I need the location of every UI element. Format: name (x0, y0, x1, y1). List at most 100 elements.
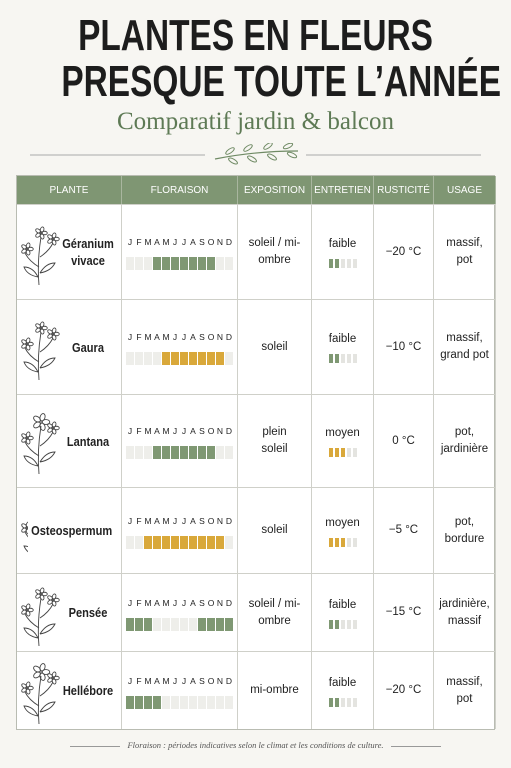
level-segment (352, 259, 357, 268)
maintenance: faible (328, 676, 357, 689)
empty-month (126, 257, 134, 270)
bloom-month (135, 617, 143, 631)
empty-month (225, 257, 233, 270)
empty-month (207, 695, 215, 709)
plant-name: Lantana (66, 433, 110, 449)
month-label: J (181, 515, 187, 526)
bloom-month (207, 446, 215, 459)
month-label: A (190, 597, 196, 608)
hardiness: 0 °C (374, 394, 434, 487)
month-label: D (225, 597, 233, 608)
month-label: O (207, 675, 215, 686)
level-segment (328, 697, 333, 707)
column-header: PLANTE (17, 176, 122, 204)
maintenance-level (328, 259, 357, 268)
maintenance: faible (328, 333, 357, 345)
plant-name: Gaura (72, 339, 104, 355)
empty-month (216, 446, 224, 459)
plant-name: Géranium vivace (62, 236, 114, 268)
month-label: M (144, 332, 152, 342)
level-segment (352, 354, 357, 363)
month-label: D (225, 332, 233, 342)
level-segment (346, 619, 351, 629)
level-segment (328, 619, 333, 629)
bloom-month (162, 352, 170, 365)
month-label: J (181, 675, 187, 686)
level-segment (334, 619, 339, 629)
month-label: J (181, 426, 187, 436)
bloom-month (189, 535, 197, 549)
month-label: M (144, 675, 152, 686)
empty-month (135, 257, 143, 270)
month-label: S (199, 597, 205, 608)
level-segment (328, 354, 333, 363)
level-segment (340, 448, 345, 457)
bloom-bar (126, 257, 233, 270)
exposure: mi-ombre (238, 651, 312, 729)
empty-month (153, 352, 161, 365)
bloom-month (144, 617, 152, 631)
level-segment (340, 619, 345, 629)
level-segment (346, 259, 351, 268)
exposure: plein soleil (238, 394, 312, 487)
bloom-month (162, 446, 170, 459)
month-label: A (190, 515, 196, 526)
maintenance: moyen (325, 427, 360, 439)
usage: massif, pot (434, 204, 496, 299)
month-label: A (190, 237, 196, 247)
month-label: J (181, 332, 187, 342)
plant-cell: Hellébore (17, 651, 122, 729)
level-segment (334, 354, 339, 363)
month-label: O (207, 237, 215, 247)
empty-month (171, 695, 179, 709)
empty-month (216, 695, 224, 709)
bloom-month (189, 352, 197, 365)
month-label: J (127, 332, 133, 342)
level-segment (346, 537, 351, 547)
month-label: J (172, 675, 178, 686)
bloom-month (144, 535, 152, 549)
usage: pot, bordure (434, 487, 496, 573)
plant-illustration (21, 662, 60, 724)
month-label: J (127, 675, 133, 686)
empty-month (189, 617, 197, 631)
empty-month (162, 695, 170, 709)
empty-month (144, 446, 152, 459)
bloom-month (198, 352, 206, 365)
empty-month (162, 617, 170, 631)
month-label: F (136, 515, 142, 526)
month-label: A (154, 515, 160, 526)
bloom-month (207, 617, 215, 631)
bloom-month (198, 617, 206, 631)
month-label: N (216, 332, 224, 342)
month-label: A (154, 237, 160, 247)
bloom-month (171, 257, 179, 270)
bloom-month (171, 446, 179, 459)
empty-month (225, 695, 233, 709)
empty-month (144, 352, 152, 365)
level-segment (334, 537, 339, 547)
bloom-month (162, 535, 170, 549)
plant-illustration (21, 321, 60, 381)
title-line: PRESQUE TOUTE L’ANNÉE (61, 57, 502, 106)
bloom-month (180, 535, 188, 549)
month-label: F (136, 332, 142, 342)
plant-cell: Lantana (17, 394, 122, 487)
column-header: EXPOSITION (238, 176, 312, 204)
month-label: M (162, 426, 170, 436)
bloom-month (207, 352, 215, 365)
column-header: RUSTICITÉ (374, 176, 434, 204)
exposure: soleil / mi-ombre (238, 573, 312, 651)
plant-name: Osteospermum (30, 523, 112, 538)
month-label: A (154, 597, 160, 608)
exposure: soleil / mi-ombre (238, 204, 312, 299)
bloom-month (216, 617, 224, 631)
usage: massif, pot (434, 651, 496, 729)
month-label: N (216, 597, 224, 608)
month-label: N (216, 237, 224, 247)
plant-illustration (21, 521, 28, 552)
bloom-month (198, 535, 206, 549)
month-label: N (216, 426, 224, 436)
maintenance-cell: faible (312, 299, 374, 394)
